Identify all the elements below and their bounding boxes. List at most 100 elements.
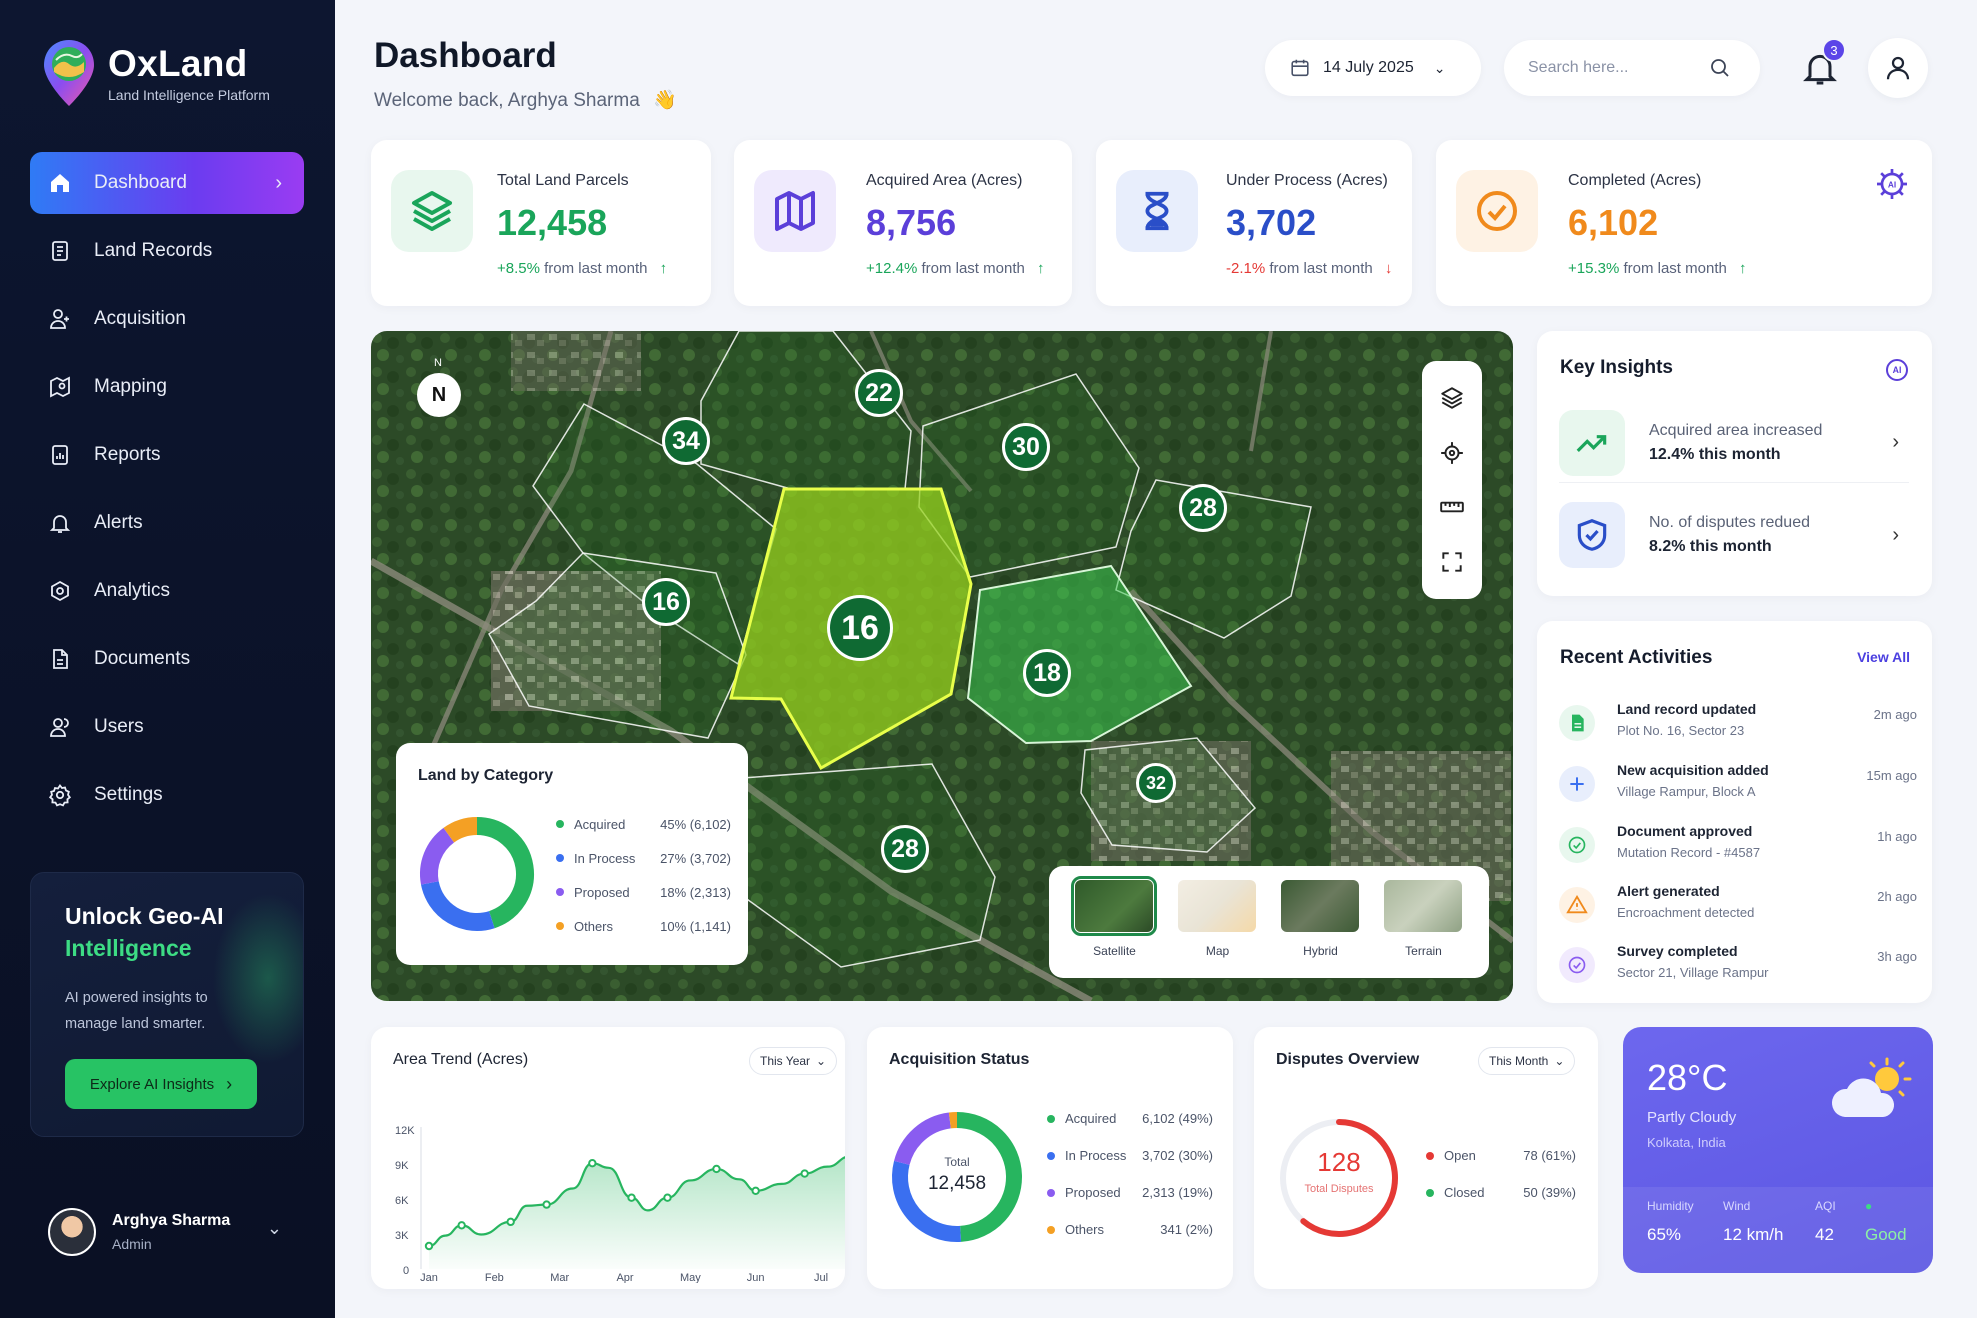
acquisition-donut-chart [892, 1112, 1022, 1242]
sidebar-item-documents[interactable]: Documents [30, 628, 304, 690]
user-icon [1886, 56, 1910, 80]
parcel-label-16-west[interactable]: 16 [642, 578, 690, 626]
parcel-label-18[interactable]: 18 [1023, 649, 1071, 697]
metric-value: 65% [1647, 1225, 1682, 1244]
compass-button[interactable]: N [417, 373, 461, 417]
layer-option-hybrid[interactable]: Hybrid [1280, 880, 1361, 978]
view-all-link[interactable]: View All [1857, 649, 1910, 665]
search-input[interactable] [1528, 59, 1708, 77]
land-category-slice-acquired [476, 817, 534, 929]
acquisition-status-card: Acquisition Status Total 12,458 Acquired… [867, 1027, 1233, 1289]
sidebar-item-land-records[interactable]: Land Records [30, 220, 304, 282]
legend-row-closed: Closed 50 (39%) [1426, 1185, 1576, 1200]
hourglass-icon [1145, 191, 1169, 231]
stat-card-under-process[interactable]: Under Process (Acres) 3,702 -2.1% from l… [1096, 140, 1412, 306]
sidebar-item-reports[interactable]: Reports [30, 424, 304, 486]
y-tick-label: 3K [395, 1230, 409, 1242]
fullscreen-icon[interactable] [1439, 549, 1465, 575]
records-icon [52, 241, 68, 261]
map-toolbar [1422, 361, 1482, 599]
sidebar-item-dashboard[interactable]: Dashboard › [30, 152, 304, 214]
recent-activities-panel: Recent Activities View All Land record u… [1537, 621, 1932, 1003]
layers-icon[interactable] [1439, 385, 1465, 411]
ai-chip-icon[interactable]: AI [1872, 164, 1912, 204]
profile-button[interactable] [1868, 38, 1928, 98]
y-tick-label: 6K [395, 1195, 409, 1207]
selected-range: This Year [760, 1054, 811, 1068]
stat-icon-wrap [754, 170, 836, 252]
activity-icon-wrap [1559, 766, 1595, 802]
stat-card-acquired-area[interactable]: Acquired Area (Acres) 8,756 +12.4% from … [734, 140, 1072, 306]
users-icon [50, 718, 69, 737]
area-trend-line-chart: 12K 9K 6K 3K 0 Jan Feb Mar Apr May Jun Jul [395, 1125, 845, 1283]
ai-chip-icon[interactable]: AI [1882, 355, 1912, 385]
layer-option-map[interactable]: Map [1177, 880, 1258, 978]
weather-location: Kolkata, India [1647, 1135, 1726, 1150]
area-trend-range-select[interactable]: This Year ⌄ [749, 1047, 838, 1075]
activity-time: 3h ago [1877, 949, 1917, 964]
layer-option-satellite[interactable]: Satellite [1070, 876, 1157, 978]
humidity-metric: Humidity 65% [1647, 1199, 1694, 1245]
insight-disputes[interactable]: No. of disputes redued 8.2% this month › [1559, 495, 1909, 575]
sidebar-item-alerts[interactable]: Alerts [30, 492, 304, 554]
donut-center-value: 12,458 [927, 1173, 987, 1194]
satellite-map[interactable]: N N 22 34 30 16 28 16 18 28 32 Land by C… [371, 331, 1513, 1001]
sidebar-item-analytics[interactable]: Analytics [30, 560, 304, 622]
panel-title: Key Insights [1560, 357, 1673, 378]
parcel-label-34[interactable]: 34 [662, 417, 710, 465]
sidebar-item-acquisition[interactable]: Acquisition [30, 288, 304, 350]
date-picker[interactable]: 14 July 2025 ⌄ [1265, 40, 1481, 96]
parcel-34[interactable] [532, 403, 777, 666]
legend-dot [1426, 1151, 1434, 1160]
sidebar-item-label: Acquisition [94, 308, 186, 329]
analytics-icon [51, 580, 69, 602]
parcel-label-28-south[interactable]: 28 [881, 825, 929, 873]
search-bar [1504, 40, 1760, 96]
chevron-right-icon: › [1892, 523, 1899, 546]
stat-card-total-land-parcels[interactable]: Total Land Parcels 12,458 +8.5% from las… [371, 140, 711, 306]
activity-item[interactable]: New acquisition added Village Rampur, Bl… [1559, 758, 1917, 814]
legend-row-in-process: In Process 27% (3,702) [556, 841, 731, 875]
user-role: Admin [112, 1236, 152, 1252]
locate-icon[interactable] [1439, 440, 1465, 466]
activity-subtitle: Mutation Record - #4587 [1617, 845, 1761, 860]
layer-option-terrain[interactable]: Terrain [1383, 880, 1464, 978]
sidebar-item-label: Analytics [94, 580, 171, 601]
legend-dot [1426, 1188, 1434, 1197]
activity-item[interactable]: Survey completed Sector 21, Village Ramp… [1559, 939, 1917, 995]
sidebar-item-users[interactable]: Users [30, 696, 304, 758]
acquisition-slice-proposed [894, 1112, 952, 1166]
welcome-text: Welcome back, Arghya Sharma [374, 90, 640, 111]
activity-title: Document approved [1617, 823, 1753, 839]
activity-item[interactable]: Document approved Mutation Record - #458… [1559, 819, 1917, 875]
trending-up-icon [1576, 434, 1607, 452]
insight-acquired-area[interactable]: Acquired area increased 12.4% this month… [1559, 403, 1909, 483]
user-profile-menu[interactable]: Arghya Sharma Admin ⌄ [30, 1190, 304, 1274]
sidebar-item-settings[interactable]: Settings [30, 764, 304, 826]
parcel-label-32[interactable]: 32 [1136, 763, 1176, 803]
card-title: Area Trend (Acres) [393, 1051, 529, 1068]
sidebar-item-mapping[interactable]: Mapping [30, 356, 304, 418]
sidebar-item-label: Reports [94, 444, 161, 465]
activity-item[interactable]: Land record updated Plot No. 16, Sector … [1559, 697, 1917, 753]
activity-icon-wrap [1559, 887, 1595, 923]
ruler-icon[interactable] [1439, 494, 1465, 520]
document-icon [53, 649, 68, 669]
search-icon[interactable] [1708, 56, 1732, 80]
stat-value: 3,702 [1226, 202, 1317, 243]
parcel-label-16-selected[interactable]: 16 [827, 595, 893, 661]
parcel-28[interactable] [1115, 479, 1312, 639]
activity-item[interactable]: Alert generated Encroachment detected 2h… [1559, 879, 1917, 935]
parcel-label-28[interactable]: 28 [1179, 484, 1227, 532]
trend-point [506, 1217, 515, 1227]
aqi-metric: AQI 42 [1815, 1199, 1836, 1245]
layer-thumbnail [1280, 880, 1359, 932]
parcel-18[interactable] [966, 564, 1193, 745]
parcel-label-22[interactable]: 22 [855, 369, 903, 417]
legend-label: Proposed [574, 884, 630, 900]
app-logo[interactable]: OxLand Land Intelligence Platform [42, 38, 270, 108]
disputes-range-select[interactable]: This Month ⌄ [1478, 1047, 1576, 1075]
explore-ai-insights-button[interactable]: Explore AI Insights › [65, 1059, 257, 1109]
stat-card-completed[interactable]: Completed (Acres) 6,102 +15.3% from last… [1436, 140, 1932, 306]
parcel-label-30[interactable]: 30 [1002, 423, 1050, 471]
